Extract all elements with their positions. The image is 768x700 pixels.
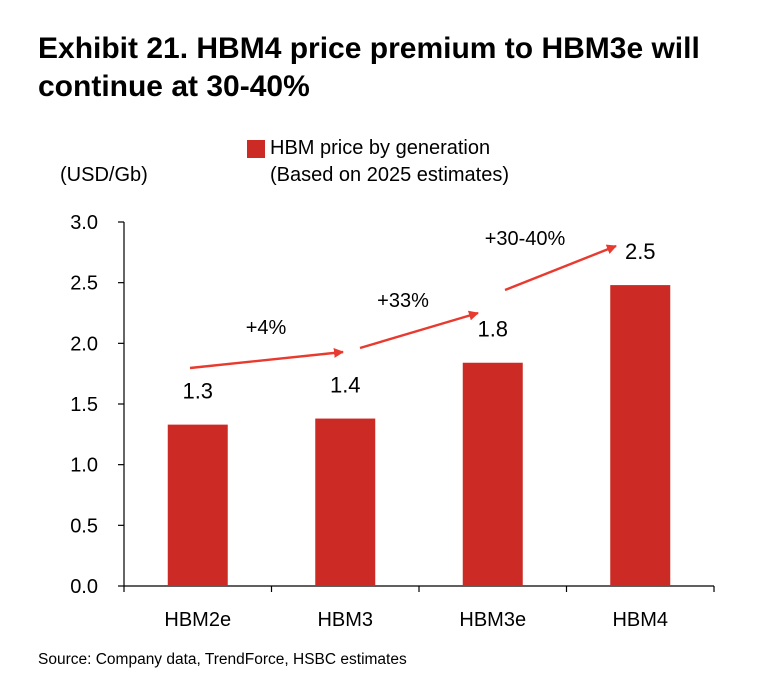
growth-arrow-33pct (359, 310, 479, 350)
legend-sublabel: (Based on 2025 estimates) (270, 164, 509, 186)
bar-hbm2e (167, 424, 228, 586)
growth-label-33pct: +33% (377, 290, 429, 312)
x-tick-labels: HBM2e HBM3 HBM3e HBM4 (164, 609, 668, 631)
legend-label: HBM price by generation (270, 137, 490, 159)
y-tick-label: 2.0 (70, 333, 98, 355)
y-axis-label: (USD/Gb) (60, 164, 148, 186)
data-label: 1.3 (182, 379, 213, 404)
growth-label-30-40pct: +30-40% (485, 228, 566, 250)
x-tick-label: HBM4 (612, 609, 668, 631)
bar-hbm4 (610, 285, 671, 586)
data-label: 1.8 (477, 317, 508, 342)
x-ticks (123, 586, 715, 592)
y-tick-label: 3.0 (70, 212, 98, 234)
y-tick-label: 2.5 (70, 273, 98, 295)
bar-hbm3e (462, 362, 523, 586)
data-labels: 1.3 1.4 1.8 2.5 (182, 239, 655, 404)
y-tick-label: 0.5 (70, 515, 98, 537)
chart-title: Exhibit 21. HBM4 price premium to HBM3e … (38, 32, 700, 103)
x-tick-label: HBM3 (317, 609, 373, 631)
y-tick-labels: 0.0 0.5 1.0 1.5 2.0 2.5 3.0 (70, 212, 98, 598)
x-tick-label: HBM3e (459, 609, 526, 631)
bar-chart: HBM price by generation (Based on 2025 e… (60, 137, 715, 631)
x-tick-label: HBM2e (164, 609, 231, 631)
growth-arrow-4pct (189, 347, 344, 370)
data-label: 1.4 (330, 373, 361, 398)
growth-label-4pct: +4% (246, 317, 287, 339)
growth-arrow-30-40pct (504, 244, 617, 292)
source-note: Source: Company data, TrendForce, HSBC e… (38, 651, 407, 668)
y-ticks (118, 221, 124, 587)
y-tick-label: 1.0 (70, 455, 98, 477)
y-tick-label: 0.0 (70, 576, 98, 598)
growth-arrows (189, 244, 617, 370)
bars (167, 285, 671, 586)
data-label: 2.5 (625, 239, 656, 264)
y-tick-label: 1.5 (70, 394, 98, 416)
bar-hbm3 (315, 418, 376, 586)
legend-swatch (247, 140, 265, 158)
